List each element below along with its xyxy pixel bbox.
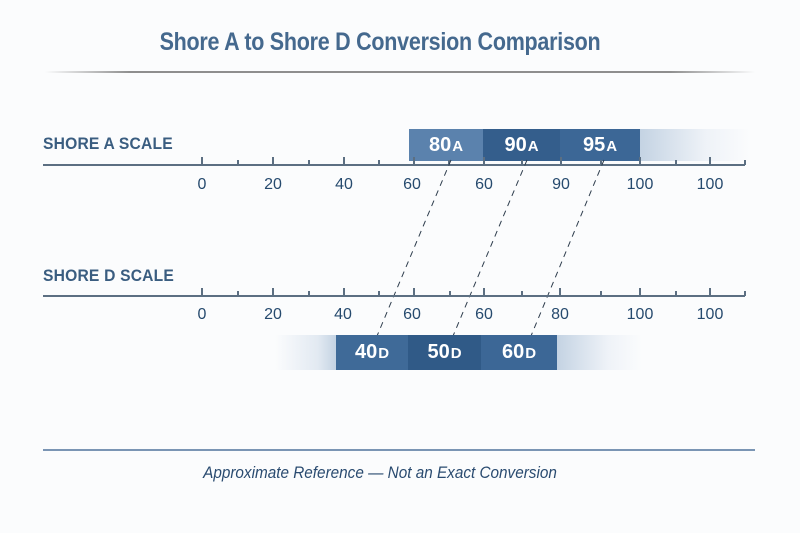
- connector-80a-40d: [376, 159, 452, 337]
- minor-tick: [308, 291, 310, 296]
- shore-d-label: SHORE D SCALE: [43, 266, 175, 285]
- shore-a-segment: 95 A: [560, 129, 640, 161]
- tick: [639, 288, 641, 297]
- minor-tick: [675, 160, 677, 165]
- tick-label: 90: [552, 176, 570, 193]
- segment-unit: A: [452, 137, 464, 155]
- tick: [343, 288, 345, 297]
- tick: [201, 157, 203, 166]
- tick: [413, 157, 415, 166]
- shore-d-fade-right: [557, 335, 642, 370]
- tick-label: 20: [264, 306, 282, 323]
- segment-value: 50: [427, 341, 450, 363]
- segment-unit: D: [450, 345, 462, 362]
- title-divider: [45, 71, 755, 73]
- footer-divider: [43, 449, 755, 451]
- tick: [483, 157, 485, 166]
- segment-unit: A: [606, 137, 618, 155]
- tick-label: 100: [626, 306, 654, 323]
- segment-value: 80: [428, 133, 452, 156]
- shore-d-segment: 50 D: [408, 335, 481, 370]
- minor-tick: [378, 291, 380, 296]
- tick-label: 60: [403, 306, 421, 323]
- minor-tick: [600, 291, 602, 296]
- minor-tick: [521, 291, 523, 296]
- minor-tick: [521, 160, 523, 165]
- tick-label: 0: [197, 176, 207, 193]
- shore-a-segment: 80 A: [409, 129, 483, 161]
- tick-label: 80: [551, 306, 569, 323]
- shore-a-label: SHORE A SCALE: [43, 134, 173, 153]
- segment-value: 60: [501, 341, 525, 363]
- footnote: Approximate Reference — Not an Exact Con…: [203, 463, 557, 482]
- minor-tick: [237, 291, 239, 296]
- minor-tick: [600, 160, 602, 165]
- tick: [413, 288, 415, 297]
- segment-value: 95: [582, 133, 606, 156]
- tick-label: 40: [334, 306, 352, 323]
- tick: [343, 157, 345, 166]
- segment-unit: D: [525, 345, 537, 362]
- minor-tick: [744, 160, 746, 165]
- tick: [560, 157, 562, 166]
- tick-label: 60: [403, 176, 421, 193]
- minor-tick: [675, 291, 677, 296]
- tick-label: 100: [696, 176, 724, 193]
- tick-label: 100: [626, 176, 654, 193]
- segment-unit: A: [527, 137, 539, 155]
- tick-label: 60: [475, 306, 493, 323]
- page-title: Shore A to Shore D Conversion Comparison: [159, 28, 601, 56]
- minor-tick: [449, 291, 451, 296]
- tick: [639, 157, 641, 166]
- minor-tick: [237, 160, 239, 165]
- tick-label: 100: [696, 306, 724, 323]
- tick: [709, 288, 711, 297]
- segment-value: 90: [504, 133, 527, 156]
- shore-d-fade-left: [275, 335, 336, 370]
- tick: [559, 288, 561, 297]
- tick-label: 60: [475, 176, 493, 193]
- tick-label: 20: [264, 176, 282, 193]
- shore-d-segment: 40 D: [336, 335, 408, 370]
- tick: [201, 288, 203, 297]
- shore-d-segment: 60 D: [481, 335, 557, 370]
- connector-90a-50d: [452, 159, 528, 337]
- tick-label: 0: [197, 306, 207, 323]
- shore-a-segment: 90 A: [483, 129, 560, 161]
- connector-95a-60d: [530, 159, 605, 337]
- segment-value: 40: [354, 341, 378, 363]
- tick: [272, 157, 274, 166]
- minor-tick: [448, 160, 450, 165]
- tick: [483, 288, 485, 297]
- tick-label: 40: [335, 176, 353, 193]
- shore-a-fade: [640, 129, 750, 161]
- minor-tick: [308, 160, 310, 165]
- tick: [272, 288, 274, 297]
- minor-tick: [378, 160, 380, 165]
- minor-tick: [744, 291, 746, 296]
- tick: [709, 157, 711, 166]
- segment-unit: D: [378, 345, 390, 362]
- shore-a-axis: [43, 164, 745, 166]
- shore-d-axis: [43, 295, 745, 297]
